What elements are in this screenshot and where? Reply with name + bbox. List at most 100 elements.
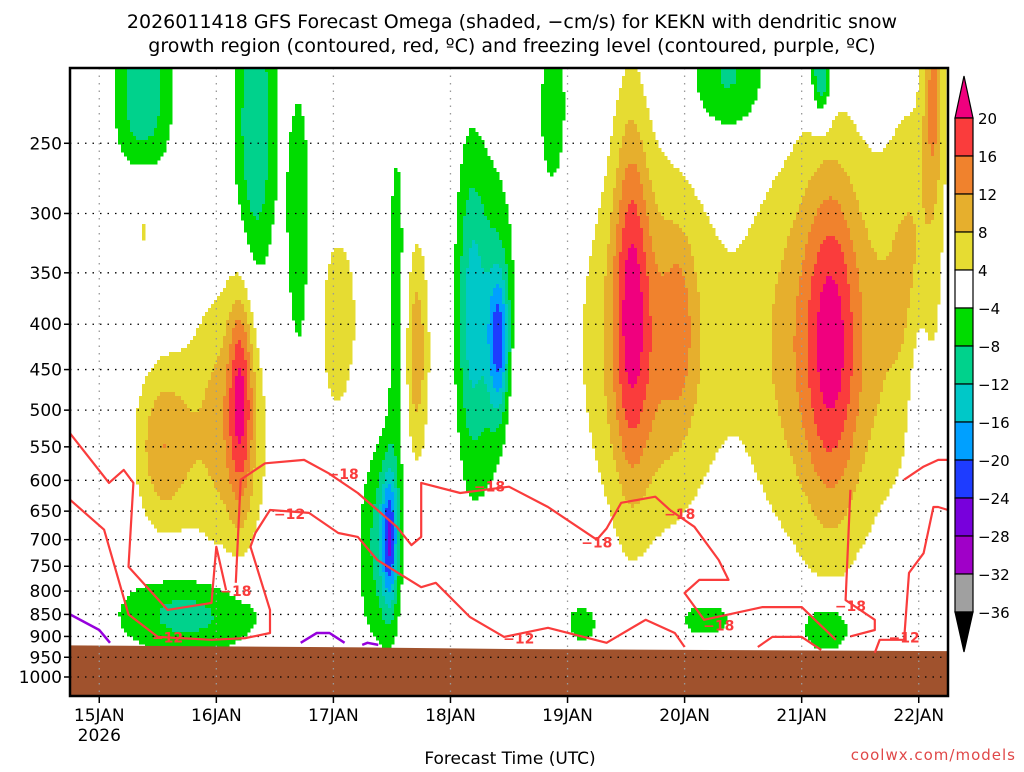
omega-cell xyxy=(928,332,935,337)
omega-cell xyxy=(745,444,788,449)
omega-cell xyxy=(799,276,812,281)
omega-cell xyxy=(640,176,650,181)
omega-cell xyxy=(472,436,479,441)
omega-cell xyxy=(844,420,857,425)
omega-cell xyxy=(643,324,653,329)
omega-cell xyxy=(394,532,398,537)
omega-cell xyxy=(643,340,653,345)
omega-cell xyxy=(625,340,644,345)
omega-cell xyxy=(160,84,173,89)
omega-cell xyxy=(820,372,842,377)
omega-cell xyxy=(775,296,797,301)
omega-cell xyxy=(688,240,722,245)
omega-cell xyxy=(808,240,824,245)
omega-cell xyxy=(250,208,263,213)
omega-cell xyxy=(505,292,509,297)
omega-cell xyxy=(775,384,797,389)
omega-cell xyxy=(844,348,854,353)
omega-cell xyxy=(748,228,791,233)
omega-cell xyxy=(244,384,248,389)
colorbar-label: 12 xyxy=(978,186,997,204)
omega-cell xyxy=(583,356,605,361)
omega-cell xyxy=(235,392,245,397)
omega-cell xyxy=(508,352,512,357)
omega-cell xyxy=(292,128,305,133)
omega-cell xyxy=(382,532,386,537)
omega-cell xyxy=(613,192,623,197)
omega-cell xyxy=(697,284,776,289)
omega-cell xyxy=(772,324,797,329)
omega-cell xyxy=(658,268,671,273)
omega-cell xyxy=(799,284,812,289)
omega-cell xyxy=(619,344,626,349)
contour-label: −18 xyxy=(581,535,612,551)
omega-cell xyxy=(844,428,857,433)
omega-cell xyxy=(613,340,620,345)
omega-cell xyxy=(487,328,494,333)
omega-cell xyxy=(817,316,842,321)
omega-cell xyxy=(250,408,254,413)
omega-cell xyxy=(247,420,254,425)
omega-cell xyxy=(634,464,662,469)
omega-cell xyxy=(412,388,422,393)
omega-cell xyxy=(808,232,851,237)
omega-cell xyxy=(391,252,401,257)
omega-cell xyxy=(613,448,623,453)
omega-cell xyxy=(394,452,401,457)
omega-cell xyxy=(613,452,626,457)
omega-cell xyxy=(130,160,158,165)
omega-cell xyxy=(655,252,692,257)
omega-cell xyxy=(622,392,647,397)
omega-cell xyxy=(385,500,389,505)
omega-cell xyxy=(628,376,638,381)
omega-cell xyxy=(484,428,491,433)
omega-cell xyxy=(895,132,923,137)
omega-cell xyxy=(844,360,854,365)
omega-cell xyxy=(247,380,251,385)
omega-cell xyxy=(202,320,227,325)
omega-cell xyxy=(505,316,509,321)
omega-cell xyxy=(619,252,629,257)
omega-cell xyxy=(379,524,383,529)
omega-cell xyxy=(247,364,251,369)
omega-cell xyxy=(454,376,464,381)
omega-cell xyxy=(937,132,941,137)
omega-cell xyxy=(640,420,653,425)
omega-cell xyxy=(721,76,737,81)
omega-cell xyxy=(202,316,230,321)
colorbar-label: −8 xyxy=(978,338,1000,356)
omega-cell xyxy=(895,360,914,365)
omega-cell xyxy=(469,364,491,369)
omega-cell xyxy=(814,264,848,269)
omega-cell xyxy=(871,240,893,245)
omega-cell xyxy=(613,128,626,133)
omega-cell xyxy=(820,520,842,525)
omega-cell xyxy=(622,324,644,329)
omega-cell xyxy=(181,396,206,401)
omega-cell xyxy=(604,304,614,309)
omega-cell xyxy=(391,224,401,229)
omega-cell xyxy=(292,300,305,305)
omega-cell xyxy=(223,408,230,413)
omega-cell xyxy=(235,272,239,277)
omega-cell xyxy=(820,304,842,309)
omega-cell xyxy=(922,120,929,125)
omega-cell xyxy=(808,344,818,349)
omega-cell xyxy=(574,632,593,637)
dgz-contour-line xyxy=(757,635,822,651)
omega-cell xyxy=(232,452,248,457)
omega-cell xyxy=(247,184,266,189)
omega-cell xyxy=(190,408,200,413)
omega-cell xyxy=(508,376,512,381)
omega-cell xyxy=(817,212,845,217)
omega-cell xyxy=(841,300,851,305)
omega-cell xyxy=(118,136,137,141)
omega-cell xyxy=(697,280,779,285)
omega-cell xyxy=(136,428,149,433)
omega-cell xyxy=(148,428,224,433)
omega-cell xyxy=(748,232,791,237)
omega-cell xyxy=(877,252,890,257)
omega-cell xyxy=(460,300,467,305)
omega-cell xyxy=(856,488,890,493)
omega-cell xyxy=(817,340,845,345)
